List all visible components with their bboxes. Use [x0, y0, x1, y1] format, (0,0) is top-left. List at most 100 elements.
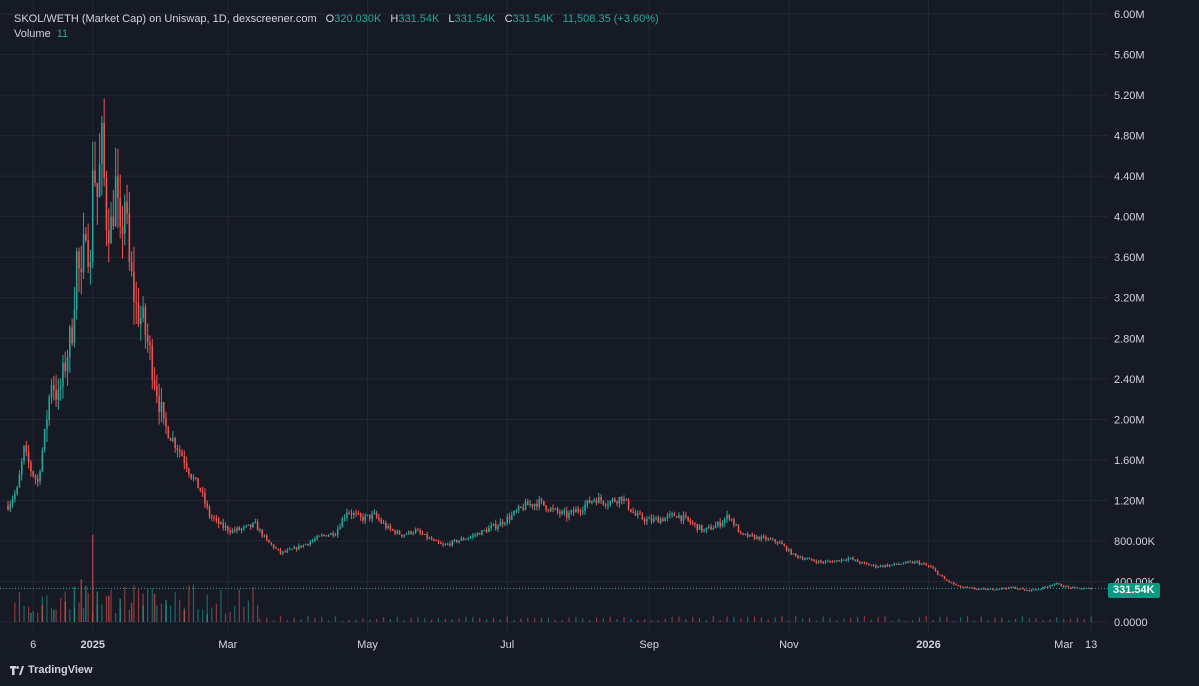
candle-body: [865, 562, 868, 564]
candle-body: [895, 563, 898, 565]
candle-body: [153, 379, 156, 386]
candle-body: [728, 515, 731, 519]
candle-body: [549, 507, 552, 511]
volume-bar: [243, 607, 245, 622]
volume-bar: [643, 619, 646, 622]
candle-body: [194, 477, 197, 479]
volume-spike: [206, 613, 209, 622]
candle-body: [201, 491, 204, 493]
candle-body: [52, 385, 55, 391]
volume-bar: [499, 619, 501, 622]
candle-body: [762, 536, 765, 538]
volume-bar: [252, 587, 254, 622]
candle-body: [85, 234, 87, 241]
candle-body: [753, 535, 756, 539]
candle-body: [1003, 587, 1005, 589]
candle-body: [320, 534, 323, 536]
candle-body: [703, 530, 705, 532]
candle-body: [950, 582, 953, 584]
candle-body: [691, 522, 694, 524]
candle-body: [781, 542, 783, 545]
volume-bar: [664, 618, 666, 622]
candle-body: [923, 563, 925, 565]
candle-body: [545, 505, 547, 510]
volume-label[interactable]: Volume: [14, 28, 51, 40]
candle-body: [16, 487, 18, 494]
candle-body: [1058, 583, 1060, 585]
candle-body: [991, 588, 994, 590]
candle-body: [243, 526, 245, 529]
candle-body: [107, 230, 110, 244]
candle-body: [286, 549, 289, 552]
candle-body: [412, 532, 415, 534]
close-key: C: [504, 13, 513, 25]
candle-body: [838, 560, 841, 562]
candle-body: [492, 523, 495, 526]
candle-body: [595, 499, 598, 504]
candle-body: [451, 540, 454, 546]
volume-bar: [307, 616, 309, 622]
volume-spike: [96, 591, 99, 622]
volume-bar: [554, 619, 556, 622]
y-tick-label: 4.80M: [1114, 131, 1145, 143]
candle-body: [723, 519, 726, 523]
symbol-title[interactable]: SKOL/WETH (Market Cap) on Uniswap, 1D, d…: [14, 13, 317, 25]
candle-body: [719, 521, 721, 527]
candle-body: [149, 342, 151, 346]
candle-body: [375, 512, 378, 518]
candle-body: [224, 526, 227, 528]
volume-spike: [142, 605, 144, 622]
volume-bar: [1063, 619, 1065, 622]
candle-body: [952, 582, 955, 585]
candle-body: [178, 450, 181, 452]
volume-bar: [925, 616, 927, 622]
candle-body: [1021, 588, 1024, 590]
candle-body: [206, 503, 209, 507]
candle-body: [639, 513, 641, 515]
candle-body: [1081, 588, 1083, 590]
candle-body: [659, 518, 662, 523]
change-value: 11,508.35 (+3.60%): [562, 13, 659, 25]
volume-bar: [69, 608, 71, 622]
candle-body: [23, 446, 25, 462]
candle-body: [1037, 589, 1040, 591]
volume-bar: [932, 620, 934, 622]
candle-body: [930, 566, 932, 568]
candle-body: [247, 524, 250, 526]
candle-body: [449, 543, 451, 546]
candle-body: [371, 513, 373, 519]
candle-body: [593, 499, 596, 501]
candle-body: [694, 523, 696, 525]
y-tick-label: 2.80M: [1114, 333, 1145, 345]
candle-body: [527, 501, 529, 506]
candle-body: [671, 513, 673, 515]
tradingview-logo[interactable]: TradingView: [10, 664, 93, 676]
candle-body: [607, 505, 609, 507]
volume-bar: [82, 607, 85, 622]
volume-bar: [314, 617, 316, 622]
candle-body: [840, 559, 843, 562]
candle-body: [71, 327, 73, 344]
candle-body: [808, 558, 811, 560]
candle-body: [405, 533, 408, 535]
candle-body: [533, 503, 536, 507]
volume-bar: [939, 616, 941, 622]
candle-body: [1083, 588, 1086, 590]
time-axis[interactable]: 6 2025 Mar May Jul Sep Nov 2026 Mar 13: [30, 639, 1097, 651]
candle-body: [506, 516, 509, 524]
candle-body: [614, 499, 616, 502]
candle-body: [98, 163, 101, 197]
y-tick-label: 1.60M: [1114, 455, 1145, 467]
candle-body: [847, 558, 850, 561]
volume-bar: [774, 617, 776, 622]
candle-body: [460, 538, 463, 541]
candle-body: [437, 540, 440, 543]
candle-body: [726, 515, 728, 520]
candle-body: [616, 501, 618, 504]
candle-body: [916, 561, 918, 563]
candle-body: [962, 587, 964, 589]
price-axis[interactable]: 6.00M 5.60M 5.20M 4.80M 4.40M 4.00M 3.60M 3.20M…: [1114, 9, 1156, 629]
candle-body: [362, 517, 364, 521]
